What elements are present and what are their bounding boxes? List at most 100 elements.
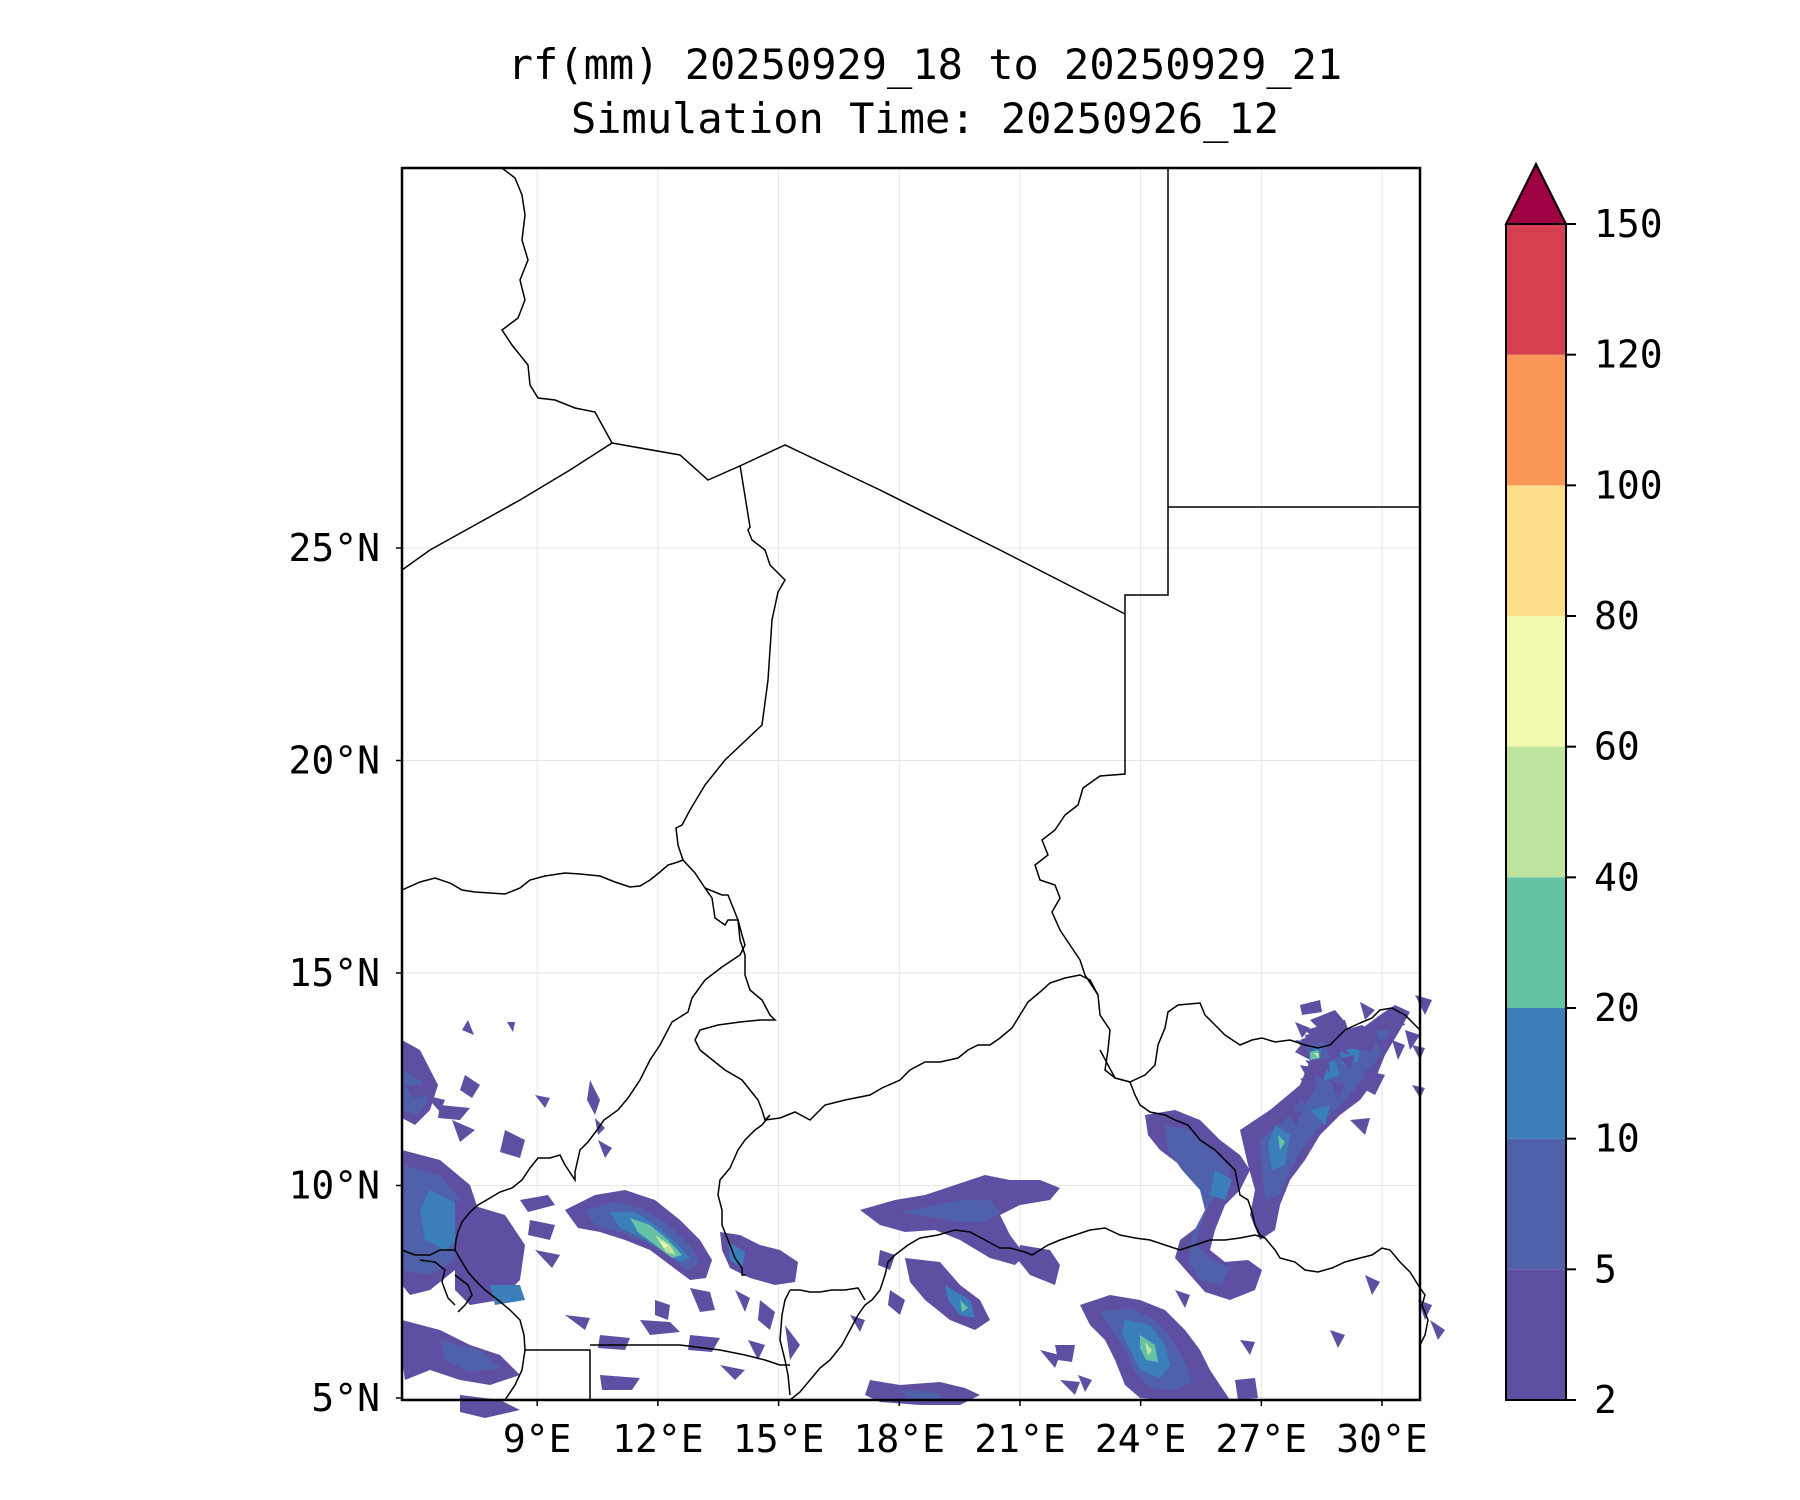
- rain-area: [900, 1200, 1000, 1222]
- rain-area: [655, 1300, 670, 1320]
- colorbar-tick-label: 2: [1594, 1378, 1617, 1422]
- border-line: [590, 1344, 790, 1366]
- colorbar-outline: [1505, 224, 1567, 1401]
- border-line: [401, 1249, 455, 1256]
- colorbar-segment: [1506, 1008, 1566, 1139]
- rain-area: [1314, 1053, 1319, 1058]
- colorbar-tick-label: 5: [1594, 1247, 1617, 1291]
- rain-area: [1165, 1125, 1230, 1285]
- lon-tick-label: 18°E: [854, 1417, 946, 1461]
- border-line: [1129, 1081, 1266, 1239]
- rain-area: [420, 1190, 462, 1250]
- lon-tick-label: 30°E: [1336, 1417, 1428, 1461]
- border-line: [1009, 1227, 1266, 1256]
- rain-area: [1330, 1330, 1345, 1348]
- colorbar-tick-label: 60: [1594, 725, 1640, 769]
- border-line: [779, 1289, 791, 1396]
- rain-area: [1340, 1055, 1355, 1070]
- rain-area: [460, 1075, 480, 1098]
- colorbar-segment: [1506, 616, 1566, 747]
- lat-tick-label: 5°N: [311, 1376, 380, 1420]
- rain-area: [1362, 1070, 1385, 1095]
- rain-area: [690, 1288, 715, 1312]
- border-line: [764, 974, 1099, 1121]
- rain-area: [1295, 1090, 1312, 1105]
- rain-area: [598, 1140, 612, 1158]
- map-frame: [400, 166, 1422, 1402]
- rain-area: [1060, 1380, 1080, 1395]
- border-line: [611, 442, 1126, 615]
- rain-area: [1310, 1020, 1340, 1032]
- rain-area: [565, 1315, 590, 1330]
- border-line: [919, 1229, 1010, 1249]
- colorbar-extend-arrow: [1504, 161, 1568, 225]
- colorbar-segment: [1506, 354, 1566, 486]
- rain-area: [735, 1290, 750, 1312]
- rain-area: [1412, 1045, 1425, 1060]
- colorbar-tick-label: 80: [1594, 594, 1640, 638]
- rain-area: [850, 1315, 865, 1332]
- rain-area: [462, 1020, 474, 1035]
- rain-area: [507, 1022, 515, 1032]
- rain-area: [535, 1095, 550, 1108]
- rain-area: [1412, 1085, 1425, 1098]
- rain-area: [660, 1240, 668, 1248]
- rain-area: [600, 1375, 640, 1390]
- colorbar-segment: [1506, 224, 1566, 355]
- lon-axis: 9°E 12°E 15°E 18°E 21°E 24°E 27°E 30°E: [503, 1400, 1428, 1461]
- border-line: [454, 1274, 473, 1313]
- lat-tick-label: 20°N: [288, 739, 380, 783]
- rain-area: [500, 1130, 525, 1158]
- rain-area: [1405, 1030, 1420, 1050]
- border-line: [454, 1249, 526, 1401]
- rain-area: [1365, 1275, 1380, 1295]
- rain-area: [728, 1242, 745, 1268]
- rain-area: [1288, 1110, 1302, 1125]
- rain-area: [1380, 1015, 1405, 1030]
- colorbar-segment: [1506, 1269, 1566, 1400]
- colorbar-tick-label: 40: [1594, 855, 1640, 899]
- chart-title: rf(mm) 20250929_18 to 20250929_21 Simula…: [0, 38, 1800, 146]
- rain-area: [720, 1232, 798, 1285]
- lon-tick-label: 12°E: [612, 1417, 704, 1461]
- country-borders: [401, 167, 1429, 1401]
- rain-area: [1278, 1135, 1285, 1150]
- rain-area: [1040, 1350, 1060, 1368]
- rain-area: [1320, 1040, 1350, 1055]
- rain-area: [587, 1080, 600, 1115]
- title-line-1: rf(mm) 20250929_18 to 20250929_21: [507, 40, 1343, 89]
- rain-area: [1295, 1022, 1310, 1038]
- rain-area: [1310, 1050, 1320, 1060]
- rain-area: [1430, 1320, 1445, 1340]
- rain-area: [1310, 1010, 1345, 1030]
- rain-area: [528, 1220, 555, 1240]
- rain-area: [758, 1300, 775, 1330]
- rain-area: [1350, 1118, 1370, 1135]
- rainfall-layer: [402, 995, 1445, 1418]
- rain-area: [888, 1290, 905, 1315]
- rain-area: [1300, 1065, 1315, 1080]
- rain-area: [1392, 1040, 1405, 1060]
- rain-area: [520, 1195, 555, 1212]
- rain-area: [1355, 1028, 1372, 1045]
- lat-tick-label: 10°N: [288, 1164, 380, 1208]
- rain-area: [405, 1085, 435, 1098]
- rain-area: [1078, 1375, 1092, 1392]
- border-line: [525, 1349, 591, 1400]
- rain-area: [1330, 1080, 1345, 1098]
- title-line-2: Simulation Time: 20250926_12: [570, 94, 1279, 143]
- colorbar-tick-label: 100: [1594, 463, 1663, 507]
- rain-area: [1018, 1245, 1060, 1285]
- lon-tick-label: 27°E: [1216, 1417, 1308, 1461]
- rain-area: [598, 1335, 630, 1350]
- rain-area: [490, 1285, 525, 1305]
- rain-area: [1055, 1345, 1075, 1362]
- rain-area: [640, 1320, 680, 1335]
- rain-area: [1235, 1378, 1258, 1400]
- lon-tick-label: 21°E: [974, 1417, 1066, 1461]
- colorbar-tick-label: 10: [1594, 1117, 1640, 1161]
- colorbar-segment: [1506, 877, 1566, 1008]
- rain-area: [1145, 1342, 1152, 1356]
- rain-area: [945, 1285, 975, 1318]
